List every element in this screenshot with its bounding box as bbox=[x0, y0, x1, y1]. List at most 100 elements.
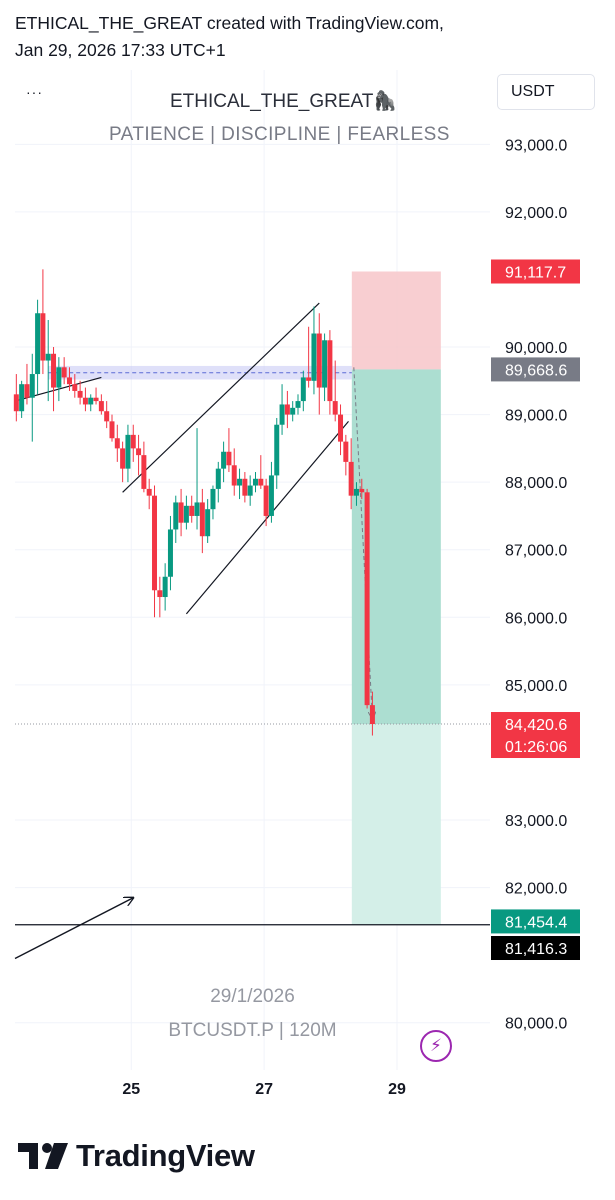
candle-body-14 bbox=[88, 397, 94, 405]
candle-body-52 bbox=[290, 407, 296, 415]
x-tick-label-1: 27 bbox=[255, 1081, 273, 1098]
candle-body-13 bbox=[82, 397, 88, 405]
candle-body-59 bbox=[327, 340, 333, 402]
currency-selector[interactable]: USDT bbox=[497, 74, 595, 110]
watermark-date: 29/1/2026 bbox=[210, 986, 295, 1007]
candle-body-10 bbox=[66, 377, 72, 385]
candle-body-61 bbox=[338, 414, 344, 442]
candle-body-4 bbox=[35, 313, 41, 375]
bolt-icon[interactable]: ⚡ bbox=[420, 1030, 452, 1062]
candle-body-29 bbox=[167, 529, 173, 577]
trend-drawings bbox=[14, 302, 490, 960]
candle-body-43 bbox=[242, 478, 248, 496]
candle-body-44 bbox=[247, 485, 253, 496]
candle-body-2 bbox=[24, 384, 30, 398]
tradingview-logo: TradingView bbox=[18, 1138, 255, 1174]
candle-body-33 bbox=[189, 505, 195, 516]
drawing-line-2 bbox=[185, 420, 349, 615]
candle-body-54 bbox=[300, 377, 306, 402]
candle-body-40 bbox=[226, 451, 232, 466]
price-tag-bg-2 bbox=[491, 712, 580, 759]
candle-body-37 bbox=[210, 488, 216, 510]
candle-body-27 bbox=[157, 590, 163, 598]
y-tick-label-2: 90,000.0 bbox=[505, 340, 567, 357]
price-tag-3: 81,454.4 bbox=[505, 914, 567, 931]
candle-body-31 bbox=[178, 502, 184, 523]
price-tag-bg-0 bbox=[491, 259, 580, 284]
candle-body-58 bbox=[322, 340, 328, 388]
candle-body-11 bbox=[72, 384, 78, 391]
price-tag-1: 89,668.6 bbox=[505, 362, 567, 379]
stop-loss-zone bbox=[351, 271, 441, 370]
candle-body-19 bbox=[114, 438, 120, 449]
chart-background bbox=[0, 70, 615, 1130]
candle-body-55 bbox=[306, 377, 312, 381]
candle-body-3 bbox=[29, 374, 35, 398]
candle-body-24 bbox=[141, 455, 147, 489]
candle-body-67 bbox=[369, 705, 375, 725]
candle-body-22 bbox=[130, 434, 136, 449]
candle-body-42 bbox=[237, 478, 243, 486]
candle-body-50 bbox=[279, 404, 285, 425]
candle-body-64 bbox=[353, 488, 359, 496]
candle-body-45 bbox=[252, 478, 258, 486]
candle-body-28 bbox=[162, 576, 168, 598]
y-tick-label-10: 80,000.0 bbox=[505, 1016, 567, 1033]
candle-body-65 bbox=[359, 488, 365, 493]
x-tick-label-0: 25 bbox=[122, 1081, 140, 1098]
candle-body-35 bbox=[199, 502, 205, 537]
price-tag-bg-4 bbox=[491, 936, 580, 961]
candle-body-49 bbox=[274, 424, 280, 476]
y-tick-label-7: 85,000.0 bbox=[505, 678, 567, 695]
tradingview-mark-icon bbox=[18, 1143, 68, 1169]
x-tick-label-2: 29 bbox=[388, 1081, 406, 1098]
candle-body-51 bbox=[284, 404, 290, 415]
candle-body-30 bbox=[173, 502, 179, 530]
candle-body-56 bbox=[311, 333, 317, 381]
candle-body-0 bbox=[13, 394, 19, 412]
candle-body-12 bbox=[77, 390, 83, 398]
candle-body-60 bbox=[332, 401, 338, 415]
candle-body-57 bbox=[316, 333, 322, 388]
countdown-2: 01:26:06 bbox=[505, 739, 567, 756]
tradingview-wordmark: TradingView bbox=[76, 1138, 255, 1173]
price-tag-bg-1 bbox=[491, 357, 580, 382]
price-tag-4: 81,416.3 bbox=[505, 941, 567, 958]
candle-body-63 bbox=[348, 461, 354, 496]
candle-body-1 bbox=[19, 384, 25, 412]
candle-body-23 bbox=[136, 448, 142, 456]
candle-body-9 bbox=[61, 367, 67, 378]
price-tag-bg-3 bbox=[491, 909, 580, 934]
chart-timestamp: Jan 29, 2026 17:33 UTC+1 bbox=[15, 40, 226, 60]
candle-body-36 bbox=[205, 509, 211, 537]
drawing-dashed-arrow-6 bbox=[353, 367, 373, 718]
y-tick-label-1: 92,000.0 bbox=[505, 205, 567, 222]
y-tick-label-3: 89,000.0 bbox=[505, 408, 567, 425]
candle-series bbox=[13, 269, 375, 736]
candle-body-66 bbox=[364, 492, 370, 706]
candle-body-16 bbox=[98, 401, 104, 412]
candle-body-21 bbox=[125, 434, 131, 469]
drawing-arrow-5 bbox=[14, 898, 133, 960]
time-axis: 25 27 29 bbox=[122, 1081, 406, 1098]
price-tag-0: 91,117.7 bbox=[505, 265, 566, 282]
chart-subtitle: PATIENCE | DISCIPLINE | FEARLESS bbox=[109, 124, 450, 145]
profit-zone-remaining bbox=[351, 724, 441, 925]
y-tick-label-6: 86,000.0 bbox=[505, 610, 567, 627]
candle-body-38 bbox=[215, 468, 221, 489]
candle-body-25 bbox=[146, 488, 152, 496]
candle-body-18 bbox=[109, 421, 115, 439]
chart-menu-button[interactable]: ··· bbox=[26, 84, 43, 100]
candle-body-6 bbox=[45, 353, 51, 361]
candle-body-5 bbox=[40, 313, 46, 361]
y-tick-label-9: 82,000.0 bbox=[505, 881, 567, 898]
candle-body-62 bbox=[343, 441, 349, 462]
watermark-symbol: BTCUSDT.P | 120M bbox=[168, 1020, 337, 1041]
candle-body-39 bbox=[221, 451, 227, 469]
candle-body-48 bbox=[268, 475, 274, 516]
candle-body-15 bbox=[93, 397, 99, 402]
y-tick-label-0: 93,000.0 bbox=[505, 137, 567, 154]
candle-body-32 bbox=[183, 505, 189, 523]
candle-body-47 bbox=[263, 485, 269, 516]
